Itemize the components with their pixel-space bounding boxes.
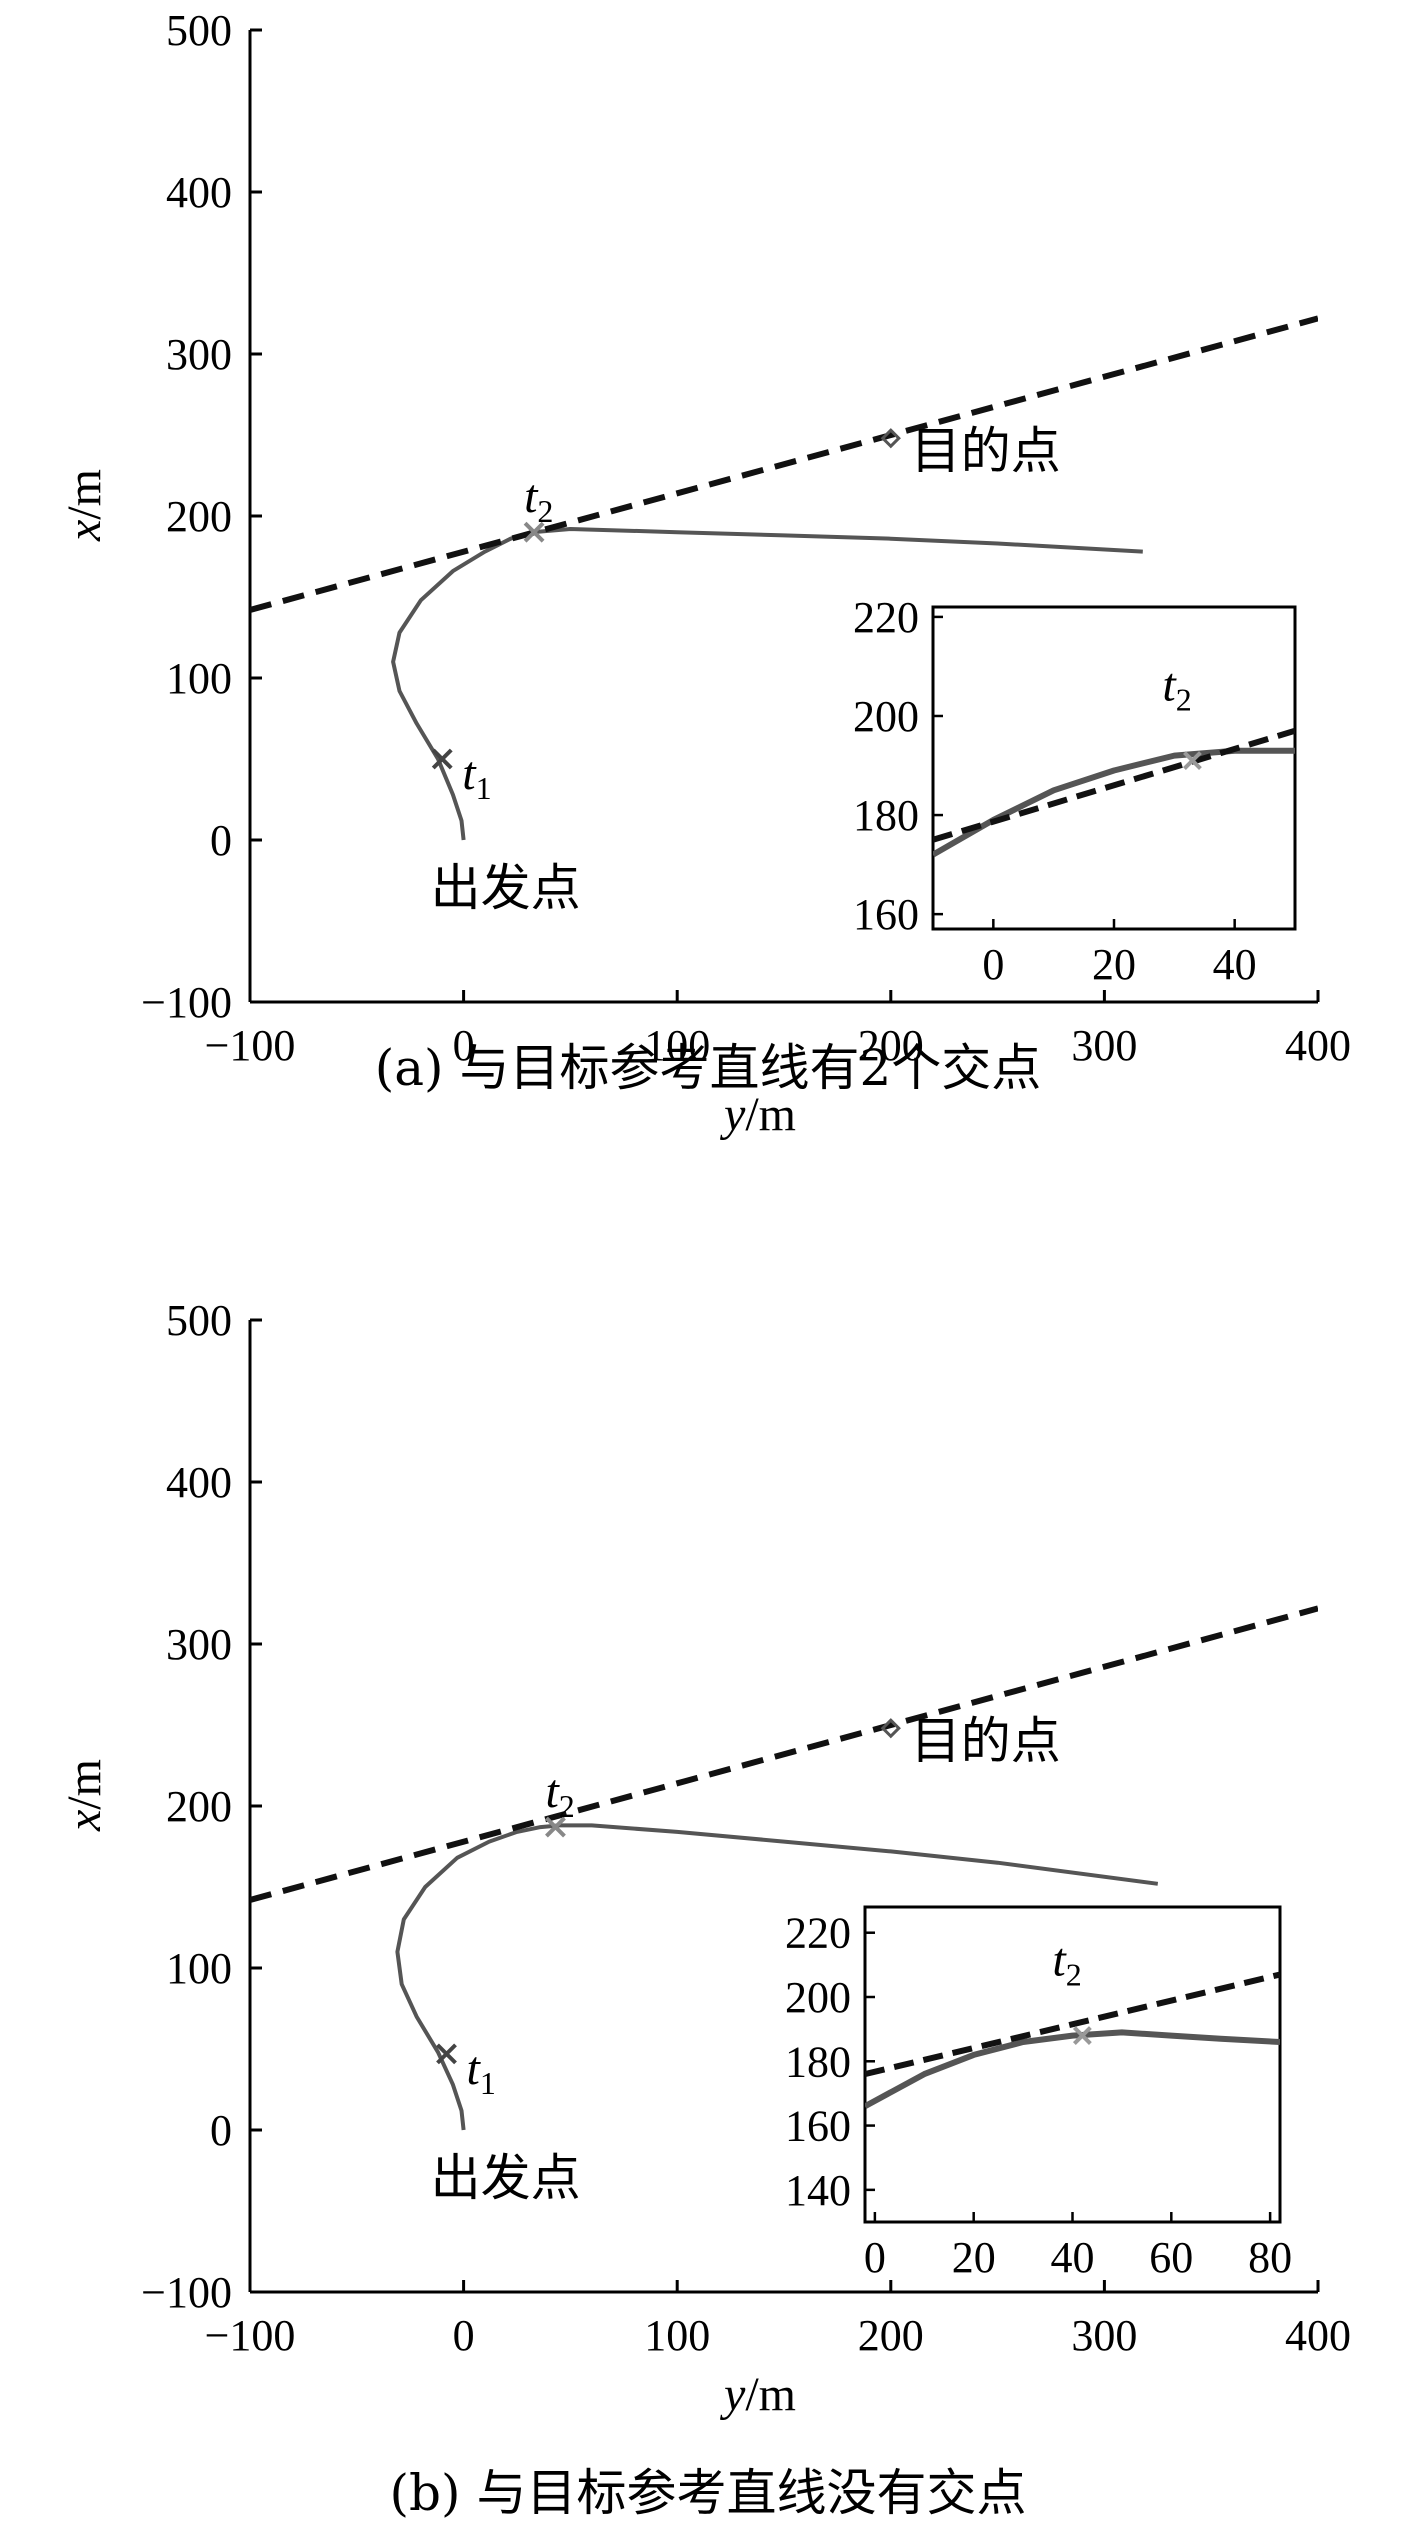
inset-y-tick-label: 220 [853,593,919,642]
inset-plot: 0 20 40 60 80 140 160 180 200 220 t2 [785,1905,1292,2282]
t1-label: t1 [467,2042,496,2101]
y-axis-label: x/m [58,1759,111,1832]
inset-reference-line [933,727,1295,843]
y-tick-label: −100 [141,2268,232,2317]
x-tick-label: −100 [205,1021,296,1070]
inset-plot-area [933,727,1295,858]
inset-y-tick-label: 140 [785,2166,851,2215]
trajectory-line [395,1823,1159,2131]
y-tick-label: −100 [141,978,232,1027]
inset-y-tick-label: 180 [785,2037,851,2086]
y-tick-label: 400 [166,168,232,217]
plot-area [250,315,1318,841]
x-tick-label: 400 [1285,2311,1351,2360]
y-tick-label: 0 [210,816,232,865]
inset-plot-area [865,1971,1280,2109]
inset-t2-marker [1072,2026,1092,2045]
inset-x-tick-label: 20 [952,2233,996,2282]
inset-x-tick-label: 40 [1213,940,1257,989]
inset-trajectory-line [865,2029,1280,2109]
goal-marker [880,428,901,449]
t2-marker [523,521,545,543]
y-tick-label: 200 [166,1782,232,1831]
t2-label: t2 [545,1765,574,1824]
x-tick-label: −100 [205,2311,296,2360]
inset-y-tick-label: 200 [785,1973,851,2022]
inset-t2-label: t2 [1162,659,1191,718]
x-tick-label: 0 [453,1021,475,1070]
goal-label: 目的点 [911,1712,1061,1770]
reference-line [250,1605,1318,1903]
inset-x-tick-label: 0 [864,2233,886,2282]
x-tick-label: 100 [644,1021,710,1070]
x-tick-label: 100 [644,2311,710,2360]
figure-caption: (b) 与目标参考直线没有交点 [390,2464,1027,2522]
x-tick-label: 300 [1071,1021,1137,1070]
chart-panel-a: −100 0 100 200 300 400−1000100200300400500y/m… [58,6,1351,1141]
t1-marker [436,2043,457,2065]
start-label: 出发点 [431,859,581,917]
inset-y-tick-label: 180 [853,791,919,840]
inset-x-tick-label: 0 [982,940,1004,989]
x-tick-label: 300 [1071,2311,1137,2360]
inset-y-tick-label: 160 [853,890,919,939]
x-axis-label: y/m [719,2368,796,2421]
chart-panel-b: −100 0 100 200 300 400−1000100200300400500y/m… [58,1296,1351,2522]
figure-caption: (a) 与目标参考直线有2个交点 [375,1039,1042,1097]
y-tick-label: 200 [166,492,232,541]
x-tick-label: 0 [453,2311,475,2360]
inset-x-tick-label: 40 [1051,2233,1095,2282]
trajectory-line [391,527,1143,841]
x-axis-label: y/m [719,1088,796,1141]
y-tick-label: 300 [166,1620,232,1669]
inset-y-tick-label: 160 [785,2102,851,2151]
y-axis-label: x/m [58,469,111,542]
y-tick-label: 500 [166,6,232,55]
plot-area [250,1605,1318,2131]
inset-reference-line [865,1971,1280,2078]
inset-x-tick-label: 80 [1248,2233,1292,2282]
reference-line [250,315,1318,613]
inset-y-tick-label: 200 [853,692,919,741]
inset-t2-marker [1183,751,1202,770]
t2-label: t2 [524,470,553,529]
inset-plot: 0 20 40 160 180 200 220 t2 [853,593,1297,989]
inset-y-tick-label: 220 [785,1909,851,1958]
t1-label: t1 [462,747,491,806]
y-tick-label: 0 [210,2106,232,2155]
x-tick-label: 200 [858,2311,924,2360]
inset-t2-label: t2 [1052,1934,1081,1993]
x-tick-label: 200 [858,1021,924,1070]
t1-marker [431,748,453,770]
inset-frame [863,1905,1282,2224]
y-tick-label: 100 [166,1944,232,1993]
y-tick-label: 400 [166,1458,232,1507]
inset-x-tick-label: 60 [1149,2233,1193,2282]
y-tick-label: 500 [166,1296,232,1345]
y-tick-label: 300 [166,330,232,379]
goal-label: 目的点 [911,422,1061,480]
x-tick-label: 400 [1285,1021,1351,1070]
inset-x-tick-label: 20 [1092,940,1136,989]
y-tick-label: 100 [166,654,232,703]
goal-marker [880,1718,901,1739]
start-label: 出发点 [431,2149,581,2207]
t2-marker [545,1816,566,1838]
